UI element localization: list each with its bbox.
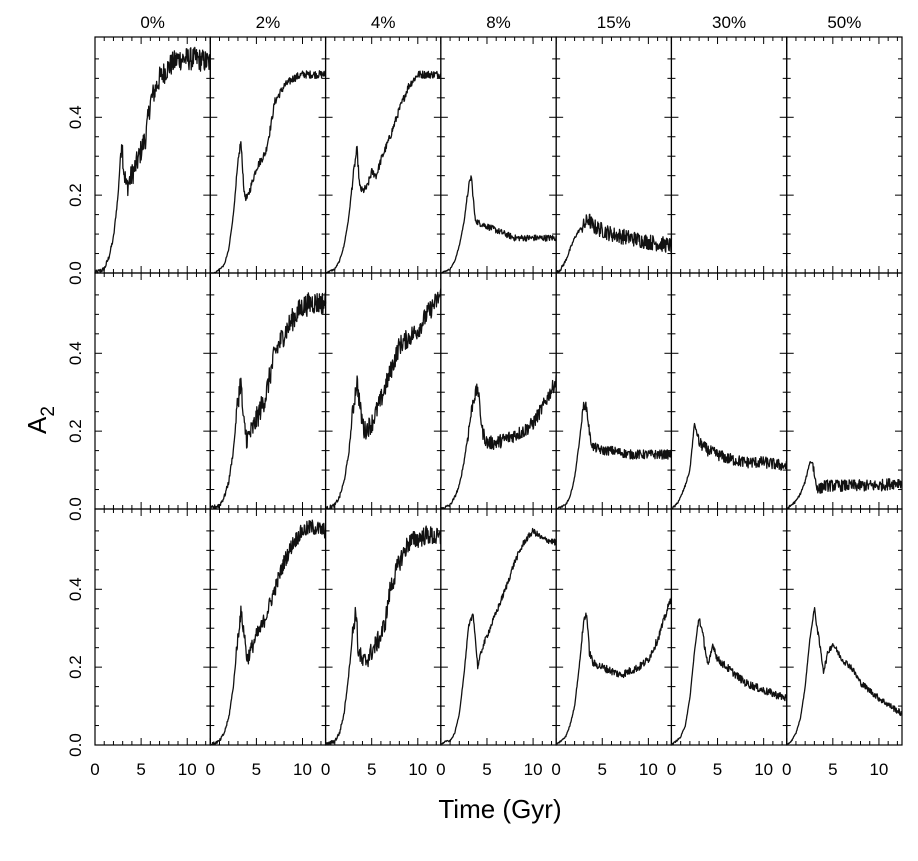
column-header: 4% — [371, 13, 396, 32]
x-tick-label: 5 — [482, 760, 491, 779]
x-tick-label: 10 — [869, 760, 888, 779]
y-tick-label: 0.2 — [66, 183, 85, 207]
panel — [786, 508, 903, 746]
x-tick-label: 0 — [551, 760, 560, 779]
series-line — [324, 525, 442, 746]
series-line — [325, 70, 442, 274]
panel-frame — [786, 508, 903, 746]
column-header: 2% — [256, 13, 281, 32]
panel — [440, 508, 557, 746]
panel — [786, 36, 903, 274]
series-line — [555, 213, 673, 274]
x-tick-label: 0 — [782, 760, 791, 779]
series-line — [440, 374, 557, 510]
x-tick-label: 10 — [408, 760, 427, 779]
x-axis-label: Time (Gyr) — [438, 794, 561, 824]
x-tick-label: 10 — [639, 760, 658, 779]
series-line — [209, 519, 327, 746]
series-line — [786, 461, 903, 510]
y-tick-label: 0.2 — [66, 655, 85, 679]
column-header: 50% — [827, 13, 861, 32]
y-tick-label: 0.0 — [66, 261, 85, 285]
column-header: 30% — [712, 13, 746, 32]
series-line — [440, 527, 557, 746]
x-tick-label: 10 — [754, 760, 773, 779]
y-tick-label: 0.0 — [66, 497, 85, 521]
y-axis-label-base: A — [22, 416, 52, 434]
panels-layer — [94, 36, 903, 746]
x-tick-label: 5 — [367, 760, 376, 779]
column-header: 15% — [597, 13, 631, 32]
x-tick-label: 5 — [252, 760, 261, 779]
x-tick-label: 5 — [828, 760, 837, 779]
x-tick-label: 10 — [293, 760, 312, 779]
column-header: 8% — [486, 13, 511, 32]
series-line — [94, 46, 211, 274]
x-tick-label: 0 — [667, 760, 676, 779]
column-headers-layer: 0% 2% 4% 8% 15% 30% 50% — [140, 13, 861, 32]
tick-labels-layer: 0.0 0.2 0.4 0.0 0.2 0.4 0 5 10 0 5 10 0 5 10 0 5 10 0 5 10 0 5… — [66, 105, 888, 779]
series-line — [786, 606, 903, 745]
y-tick-label: 0.4 — [66, 577, 85, 601]
y-axis-label: A2 — [22, 406, 59, 434]
x-tick-label: 0 — [206, 760, 215, 779]
x-tick-label: 10 — [524, 760, 543, 779]
x-tick-label: 5 — [713, 760, 722, 779]
x-tick-label: 0 — [90, 760, 99, 779]
y-tick-label: 0.4 — [66, 341, 85, 365]
y-tick-label: 0.4 — [66, 105, 85, 129]
series-line — [210, 70, 327, 274]
x-tick-label: 0 — [436, 760, 445, 779]
x-tick-label: 5 — [598, 760, 607, 779]
series-line — [671, 422, 788, 510]
x-tick-label: 10 — [178, 760, 197, 779]
series-line — [555, 401, 673, 510]
series-line — [325, 288, 442, 510]
x-tick-label: 0 — [321, 760, 330, 779]
y-tick-label: 0.2 — [66, 419, 85, 443]
x-tick-label: 5 — [136, 760, 145, 779]
series-line — [555, 597, 673, 746]
y-tick-label: 0.0 — [66, 733, 85, 757]
series-line — [440, 175, 557, 274]
series-line — [210, 292, 327, 510]
y-axis-label-subscript: 2 — [38, 406, 59, 417]
panel — [555, 508, 673, 746]
series-line — [670, 618, 788, 746]
column-header: 0% — [140, 13, 165, 32]
